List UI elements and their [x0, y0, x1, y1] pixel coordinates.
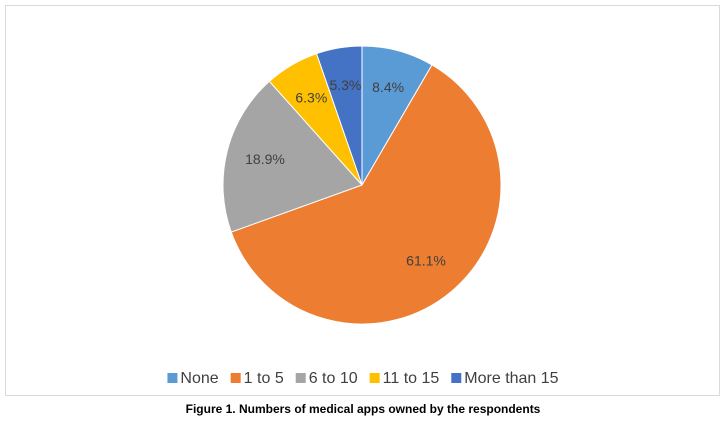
legend-label: 1 to 5 [244, 370, 284, 387]
data-label: 8.4% [372, 79, 404, 95]
legend-item: 11 to 15 [369, 370, 440, 387]
legend-item: 6 to 10 [295, 370, 358, 387]
data-label: 61.1% [406, 253, 446, 269]
legend-label: None [180, 370, 218, 387]
legend-label: More than 15 [464, 370, 558, 387]
legend: None 1 to 5 6 to 10 11 to 15 More than 15 [167, 370, 559, 387]
pie-slice [315, 45, 363, 186]
data-label: 6.3% [295, 89, 327, 105]
pie-slice [230, 64, 502, 325]
legend-label: 11 to 15 [383, 370, 440, 387]
legend-item: None [167, 370, 219, 387]
legend-item: More than 15 [451, 370, 559, 387]
pie-slice [222, 80, 363, 233]
data-label: 18.9% [245, 151, 285, 167]
data-label: 5.3% [329, 77, 361, 93]
legend-label: 6 to 10 [309, 370, 358, 387]
pie: 8.4% 61.1% 18.9% 6.3%5.3% [222, 45, 502, 325]
legend-swatch [369, 373, 380, 383]
legend-swatch [295, 373, 306, 383]
legend-swatch [167, 373, 178, 383]
legend-swatch [230, 373, 241, 383]
legend-item: 1 to 5 [230, 370, 284, 387]
caption: Figure 1. Numbers of medical apps owned … [186, 402, 541, 416]
legend-swatch [451, 373, 462, 383]
